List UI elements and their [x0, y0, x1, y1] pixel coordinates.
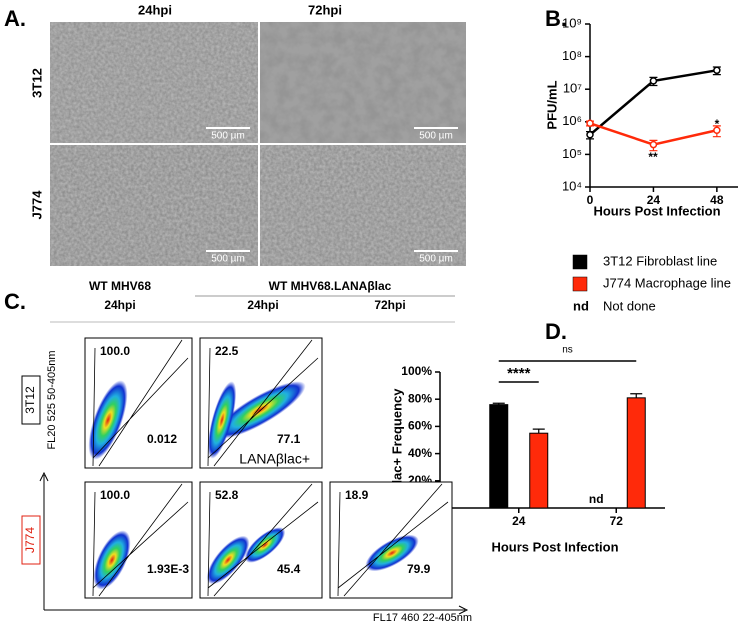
gate-label: LANAβlac+	[239, 451, 310, 467]
legend-swatch	[572, 276, 588, 292]
scale-bar-label: 500 µm	[211, 254, 245, 265]
density	[93, 530, 131, 590]
density	[365, 534, 419, 572]
gate	[207, 483, 319, 597]
density	[207, 381, 237, 459]
error-bar	[492, 402, 505, 405]
x-axis-arrow	[44, 605, 469, 615]
scale-bar-label: 500 µm	[419, 254, 453, 265]
time-header: 24hpi	[247, 298, 278, 312]
group-header: WT MHV68.LANAβlac	[269, 279, 392, 293]
y-tick-label: 60%	[408, 419, 432, 433]
gate-frequency: 1.93E-3	[147, 562, 189, 576]
x-axis-label: Hours Post Infection	[491, 539, 618, 554]
gate-frequency: 100.0	[100, 488, 130, 502]
column-header: 72hpi	[308, 2, 342, 17]
gate-frequency: 18.9	[345, 488, 369, 502]
time-header: 24hpi	[104, 298, 135, 312]
point	[586, 131, 594, 139]
not-done: nd	[589, 492, 604, 506]
density	[214, 381, 306, 439]
bar	[529, 432, 549, 509]
row-box	[21, 515, 41, 565]
panel-label: B.	[545, 6, 567, 31]
error-bar	[532, 428, 545, 434]
scale-bar-label: 500 µm	[211, 131, 245, 142]
x-tick-label: 24	[512, 514, 526, 528]
significance: **	[648, 150, 658, 164]
error-bar	[630, 393, 643, 398]
density	[244, 527, 286, 563]
significance: *	[715, 117, 720, 131]
gate-frequency: 79.9	[407, 562, 431, 576]
legend-label: Not done	[603, 298, 656, 313]
y-tick-label: 80%	[408, 391, 432, 405]
panel-label: C.	[4, 289, 26, 314]
legend-symbol: nd	[573, 298, 589, 313]
point	[713, 126, 721, 135]
y-tick-label: 10⁴	[562, 178, 582, 193]
gate-frequency: 22.5	[215, 344, 239, 358]
y-tick-label: 10⁷	[563, 81, 582, 96]
y-axis-label: PFU/mL	[544, 80, 559, 129]
y-tick-label: 100%	[401, 364, 432, 378]
row-label: 3T12	[23, 386, 37, 414]
point	[713, 66, 721, 75]
y-axis-arrow	[39, 471, 49, 610]
legend-swatch	[572, 254, 588, 270]
point	[586, 119, 594, 128]
gate	[207, 339, 319, 467]
row-box	[21, 375, 41, 425]
scale-bar-label: 500 µm	[419, 131, 453, 142]
x-axis-label: FL17 460 22-405nm	[373, 612, 472, 624]
y-axis-label: FL20 525 50-405nm	[46, 350, 58, 449]
point	[649, 77, 658, 85]
x-axis-label: Hours Post Infection	[593, 203, 720, 218]
point	[649, 140, 658, 149]
y-axis-label: βlac+ Frequency	[389, 388, 404, 492]
y-tick-label: 10⁸	[562, 48, 582, 63]
y-tick-label: 10⁶	[562, 113, 582, 128]
gate-frequency: 100.0	[100, 344, 130, 358]
density	[88, 380, 128, 460]
significance: ****	[507, 365, 531, 382]
row-label: J774	[23, 527, 37, 553]
gate-frequency: 0.012	[147, 432, 177, 446]
y-tick-label: 10⁵	[562, 146, 582, 161]
micrographs	[50, 22, 466, 266]
gate-frequency: 77.1	[277, 432, 301, 446]
gate-frequency: 52.8	[215, 488, 239, 502]
legend-label: J774 Macrophage line	[603, 275, 731, 290]
y-tick-label: 10⁹	[562, 15, 582, 30]
gate	[92, 483, 189, 597]
time-header: 72hpi	[374, 298, 405, 312]
y-tick-label: 40%	[408, 446, 432, 460]
bar	[626, 397, 646, 509]
row-label: J774	[29, 190, 44, 220]
x-tick-label: 0	[587, 193, 594, 207]
density	[206, 535, 250, 585]
gate-frequency: 45.4	[277, 562, 301, 576]
panel-label: A.	[4, 6, 26, 31]
group-header: WT MHV68	[89, 279, 151, 293]
gate	[337, 483, 449, 597]
row-label: 3T12	[29, 68, 44, 98]
panel-label: D.	[545, 319, 567, 344]
legend-label: 3T12 Fibroblast line	[603, 253, 717, 268]
gate	[92, 339, 189, 467]
column-header: 24hpi	[138, 2, 172, 17]
significance: ns	[562, 345, 573, 356]
x-tick-label: 72	[610, 514, 624, 528]
bar	[489, 404, 509, 509]
x-tick-label: 24	[647, 193, 661, 207]
x-tick-label: 48	[710, 193, 724, 207]
